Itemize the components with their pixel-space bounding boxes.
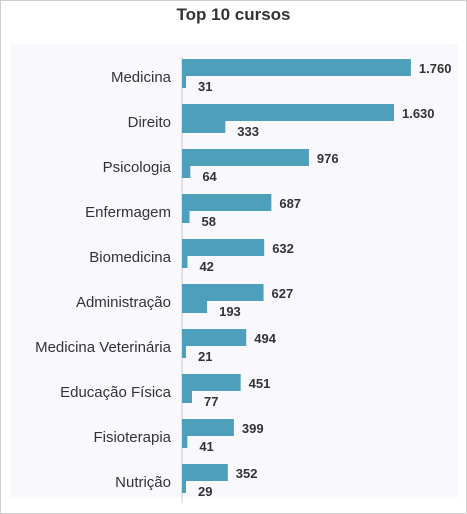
data-label-series-1: 494 [254,331,276,346]
category-label: Medicina [111,69,172,86]
bar-series-2 [182,116,226,133]
data-label-series-1: 627 [272,286,294,301]
bar-series-2 [182,386,193,403]
data-label-series-2: 42 [199,259,213,274]
category-label: Enfermagem [85,204,171,221]
category-label: Medicina Veterinária [35,339,172,356]
bar-series-2 [182,431,188,448]
data-label-series-2: 77 [204,394,218,409]
category-label: Direito [128,114,171,131]
bar-series-1 [182,104,394,121]
data-label-series-2: 58 [202,214,216,229]
category-label: Educação Física [60,384,172,401]
bar-series-1 [182,374,241,391]
bar-series-1 [182,59,411,76]
data-label-series-2: 21 [198,349,212,364]
bar-series-2 [182,251,188,268]
data-label-series-2: 31 [198,79,212,94]
bar-series-1 [182,329,247,346]
data-label-series-2: 333 [237,124,259,139]
bar-series-2 [182,296,208,313]
data-label-series-2: 193 [219,304,241,319]
bar-series-1 [182,464,228,481]
bar-series-2 [182,476,186,493]
bar-series-1 [182,239,265,256]
data-label-series-2: 41 [199,439,213,454]
bar-series-2 [182,206,190,223]
data-label-series-1: 399 [242,421,264,436]
bar-series-1 [182,149,309,166]
chart-title: Top 10 cursos [176,5,291,24]
data-label-series-1: 451 [249,376,271,391]
category-label: Biomedicina [89,249,171,266]
category-label: Nutrição [115,474,171,491]
bar-series-2 [182,341,186,358]
bar-series-1 [182,194,272,211]
bar-series-2 [182,161,191,178]
data-label-series-1: 687 [279,196,301,211]
data-label-series-1: 1.760 [419,61,452,76]
data-label-series-1: 976 [317,151,339,166]
category-label: Fisioterapia [93,429,171,446]
data-label-series-2: 29 [198,484,212,499]
category-label: Psicologia [103,159,172,176]
data-label-series-1: 352 [236,466,258,481]
bar-series-2 [182,71,187,88]
data-label-series-1: 632 [272,241,294,256]
data-label-series-1: 1.630 [402,106,435,121]
data-label-series-2: 64 [202,169,217,184]
category-label: Administração [76,294,171,311]
bar-series-1 [182,419,234,436]
